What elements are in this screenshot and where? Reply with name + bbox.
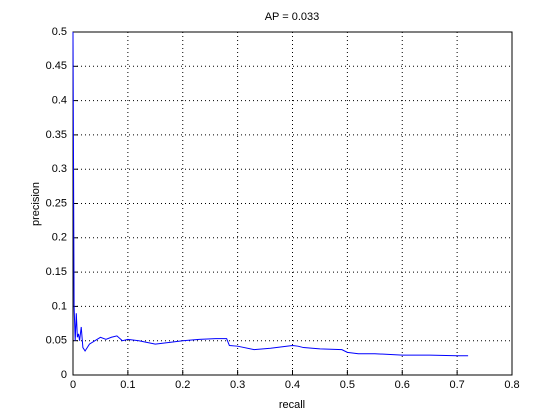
x-tick-label: 0.1 xyxy=(120,379,135,391)
y-axis-label: precision xyxy=(30,182,42,226)
x-tick-label: 0 xyxy=(70,379,76,391)
chart-title: AP = 0.033 xyxy=(265,11,320,23)
x-tick-label: 0.4 xyxy=(285,379,300,391)
x-tick-label: 0.3 xyxy=(230,379,245,391)
y-tick-label: 0.5 xyxy=(52,26,67,38)
y-tick-label: 0.15 xyxy=(46,266,67,278)
x-tick-label: 0.8 xyxy=(504,379,519,391)
y-tick-label: 0.35 xyxy=(46,129,67,141)
x-tick-label: 0.5 xyxy=(340,379,355,391)
x-tick-label: 0.6 xyxy=(395,379,410,391)
y-tick-label: 0.25 xyxy=(46,197,67,209)
y-tick-label: 0.4 xyxy=(52,95,67,107)
x-tick-label: 0.2 xyxy=(175,379,190,391)
x-axis-label: recall xyxy=(279,399,305,411)
y-tick-label: 0.45 xyxy=(46,60,67,72)
x-tick-label: 0.7 xyxy=(449,379,464,391)
y-tick-label: 0.1 xyxy=(52,300,67,312)
y-tick-label: 0.05 xyxy=(46,335,67,347)
y-tick-label: 0.2 xyxy=(52,232,67,244)
y-tick-label: 0 xyxy=(61,369,67,381)
plot-frame xyxy=(72,31,513,376)
y-tick-label: 0.3 xyxy=(52,163,67,175)
pr-curve xyxy=(72,31,469,357)
